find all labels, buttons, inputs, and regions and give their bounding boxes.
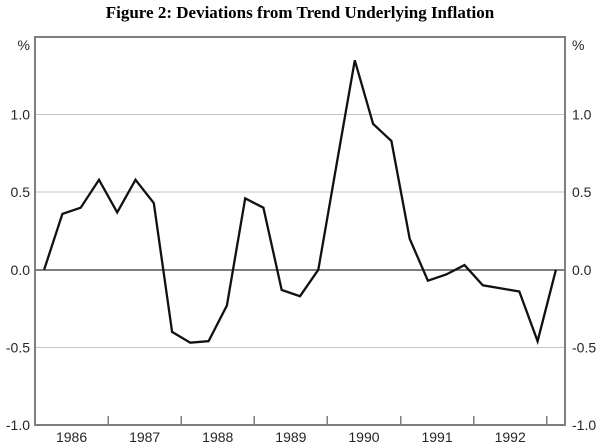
y-tick-label-left: -1.0 <box>6 417 30 433</box>
x-tick-label: 1992 <box>495 429 526 445</box>
inflation-deviation-line <box>43 59 558 346</box>
x-tick-label: 1986 <box>56 429 87 445</box>
y-tick-label-left: 0.0 <box>11 262 31 278</box>
percent-label-left: % <box>18 37 30 53</box>
x-tick-label: 1990 <box>348 429 379 445</box>
y-tick-label-right: -1.0 <box>572 417 596 433</box>
x-tick-label: 1991 <box>421 429 452 445</box>
plot-frame <box>34 36 566 426</box>
percent-label-right: % <box>572 37 584 53</box>
x-tick-label: 1987 <box>129 429 160 445</box>
chart-title: Figure 2: Deviations from Trend Underlyi… <box>105 3 495 22</box>
x-tick-label: 1989 <box>275 429 306 445</box>
y-tick-label-right: 0.0 <box>572 262 592 278</box>
y-tick-label-right: -0.5 <box>572 339 596 355</box>
y-tick-label-right: 0.5 <box>572 184 592 200</box>
y-tick-label-left: 1.0 <box>11 107 31 123</box>
y-tick-label-left: -0.5 <box>6 339 30 355</box>
y-tick-label-right: 1.0 <box>572 107 592 123</box>
y-tick-label-left: 0.5 <box>11 184 31 200</box>
x-tick-label: 1988 <box>202 429 233 445</box>
